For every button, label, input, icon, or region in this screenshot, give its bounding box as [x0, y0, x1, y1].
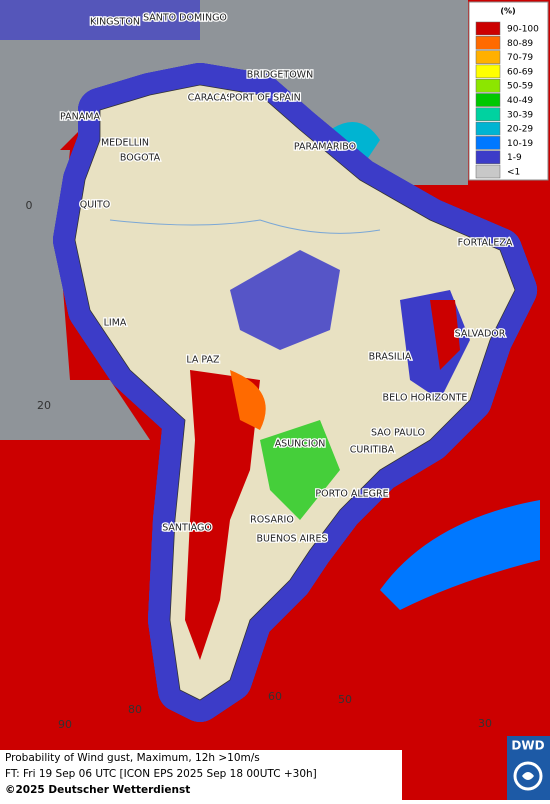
city-label: LIMA [104, 318, 127, 329]
city-label: BOGOTA [120, 153, 161, 164]
city-label: PORT OF SPAIN [229, 93, 300, 104]
city-label: PORTO ALEGRE [315, 489, 388, 500]
legend-swatch [475, 121, 501, 136]
footer-line: FT: Fri 19 Sep 06 UTC [ICON EPS 2025 Sep… [5, 768, 317, 780]
wind-band [230, 250, 340, 350]
city-label: SALVADOR [455, 329, 506, 340]
wind-band [380, 500, 540, 610]
legend-label: 70-79 [507, 53, 533, 63]
city-label: CURITIBA [350, 445, 395, 456]
low-probability-area [0, 150, 70, 380]
wind-band [185, 370, 260, 660]
city-label: SANTIAGO [162, 523, 212, 534]
low-probability-area [0, 380, 150, 440]
legend-title: (%) [500, 7, 515, 16]
wind-band [230, 370, 266, 430]
legend-swatch [475, 64, 501, 79]
city-label: CARACAS [188, 93, 233, 104]
city-label: ASUNCION [275, 439, 326, 450]
city-label: PARAMARIBO [294, 142, 356, 153]
legend-label: 50-59 [507, 82, 533, 92]
legend-label: 40-49 [507, 96, 533, 106]
wind-band [260, 420, 340, 520]
grid-label: 80 [128, 703, 142, 716]
city-label: FORTALEZA [458, 238, 513, 249]
footer-line: Probability of Wind gust, Maximum, 12h >… [5, 752, 260, 764]
legend-label: 20-29 [507, 125, 533, 135]
copyright: ©2025 Deutscher Wetterdienst [5, 784, 190, 796]
legend-swatch [475, 21, 501, 36]
logo-text: DWD [511, 739, 544, 753]
city-label: BRIDGETOWN [247, 70, 313, 81]
city-label: PANAMA [60, 112, 100, 123]
city-label: BRASILIA [369, 352, 412, 363]
land [74, 84, 516, 701]
legend-label: 60-69 [507, 67, 533, 77]
legend-label: <1 [507, 168, 520, 178]
logo-icon [513, 761, 543, 791]
grid-label: 50 [338, 693, 352, 706]
city-label: MEDELLIN [101, 138, 149, 149]
legend-swatch [475, 50, 501, 64]
river [109, 219, 381, 234]
city-label: BELO HORIZONTE [383, 393, 468, 404]
city-label: ROSARIO [250, 515, 294, 526]
continent [53, 63, 537, 722]
legend-swatch [475, 93, 501, 107]
grid-label: 90 [58, 718, 72, 731]
city-label: QUITO [80, 200, 111, 211]
legend-swatch [475, 164, 501, 179]
footer-box [0, 750, 402, 800]
wind-band [430, 300, 460, 370]
legend-swatch [475, 107, 501, 122]
legend-label: 30-39 [507, 110, 533, 120]
grid-label: 60 [268, 690, 282, 703]
legend-label: 90-100 [507, 25, 539, 35]
city-label: LA PAZ [186, 355, 220, 366]
city-label: KINGSTON [90, 17, 140, 28]
legend-swatch [475, 136, 501, 150]
grid-label: 30 [478, 717, 492, 730]
legend-label: 1-9 [507, 153, 522, 163]
grid-label: 0 [26, 199, 33, 212]
legend-swatch [475, 150, 501, 164]
grid-label: 20 [37, 399, 51, 412]
legend-swatch [475, 36, 501, 50]
legend-label: 10-19 [507, 139, 533, 149]
wind-band [0, 0, 200, 40]
city-label: SAO PAULO [371, 428, 425, 439]
legend-swatch [475, 78, 501, 93]
city-label: BUENOS AIRES [256, 534, 327, 545]
logo-icon [522, 772, 534, 780]
city-label: SANTO DOMINGO [143, 13, 227, 24]
legend-label: 80-89 [507, 39, 533, 49]
